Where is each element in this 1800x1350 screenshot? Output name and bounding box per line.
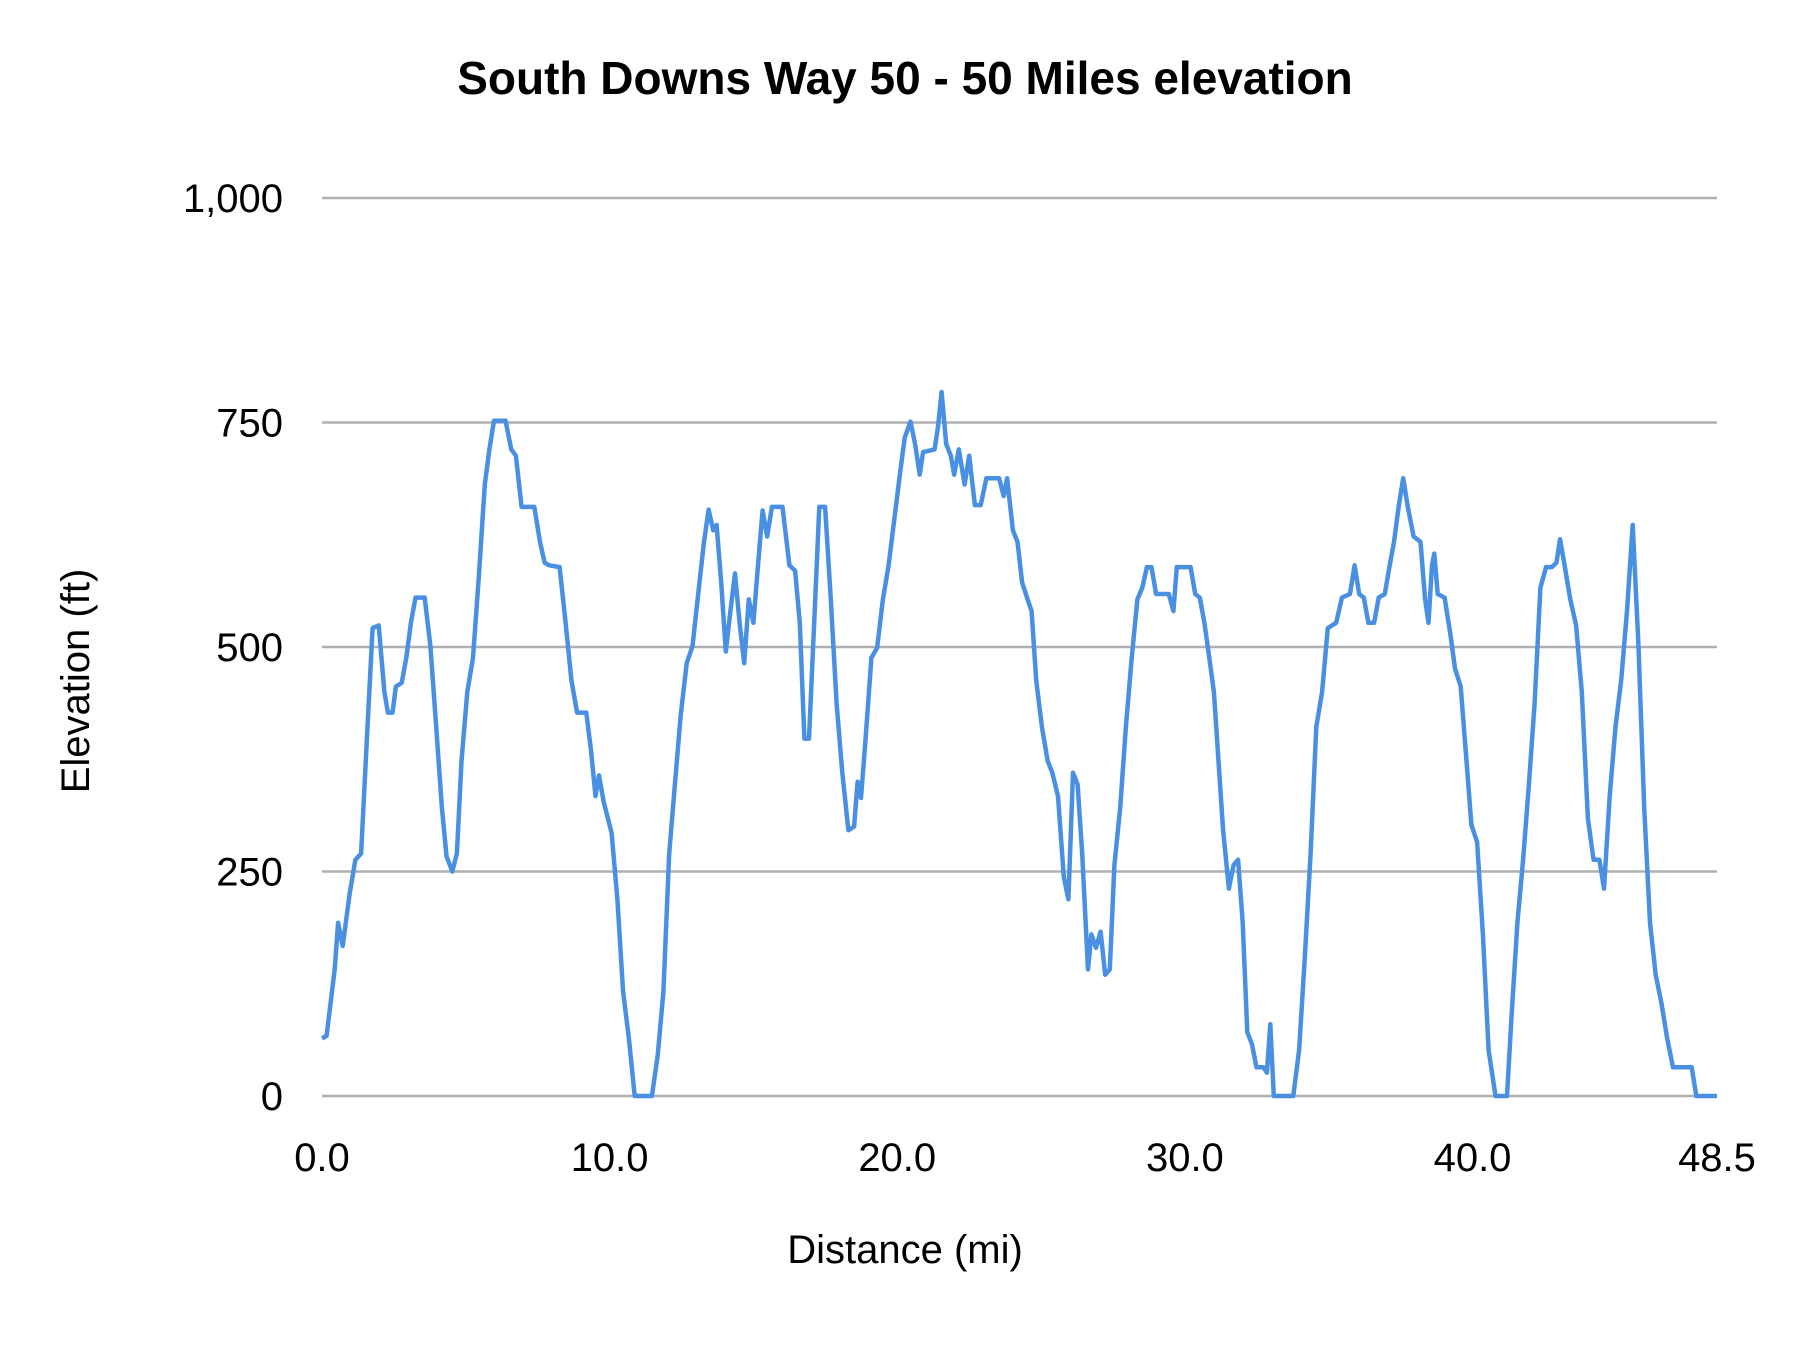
x-tick-label: 40.0 bbox=[1434, 1136, 1512, 1180]
series-group bbox=[320, 389, 1717, 1099]
y-axis-label: Elevation (ft) bbox=[54, 569, 98, 794]
x-tick-label: 48.5 bbox=[1678, 1136, 1756, 1180]
y-tick-label: 750 bbox=[216, 402, 283, 446]
y-tick-labels: 0 250 500 750 1,000 bbox=[183, 177, 283, 1119]
x-tick-labels: 0.0 10.0 20.0 30.0 40.0 48.5 bbox=[294, 1136, 1756, 1180]
x-tick-label: 30.0 bbox=[1146, 1136, 1224, 1180]
gridlines bbox=[322, 196, 1717, 1098]
x-tick-label: 0.0 bbox=[294, 1136, 350, 1180]
x-axis-label: Distance (mi) bbox=[787, 1228, 1023, 1272]
x-tick-label: 10.0 bbox=[571, 1136, 649, 1180]
x-tick-label: 20.0 bbox=[858, 1136, 936, 1180]
elevation-line bbox=[320, 389, 1717, 1099]
chart-title: South Downs Way 50 - 50 Miles elevation bbox=[457, 52, 1353, 104]
y-tick-label: 0 bbox=[261, 1075, 283, 1119]
y-tick-label: 1,000 bbox=[183, 177, 283, 221]
y-tick-label: 500 bbox=[216, 626, 283, 670]
y-tick-label: 250 bbox=[216, 851, 283, 895]
